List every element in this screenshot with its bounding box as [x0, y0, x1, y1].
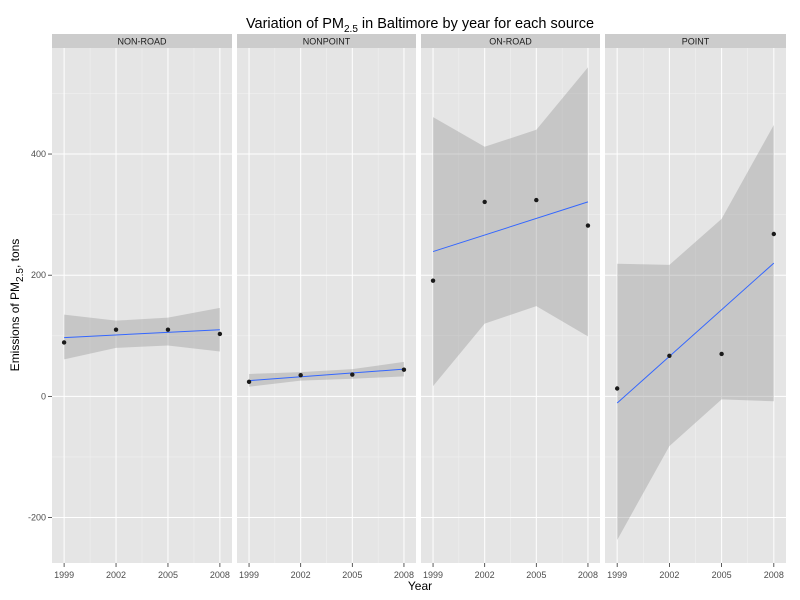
data-point — [430, 278, 436, 283]
data-point — [614, 386, 620, 391]
data-point — [401, 367, 407, 372]
data-point — [61, 340, 67, 345]
data-point — [165, 327, 171, 332]
x-tick-label: 2008 — [764, 570, 784, 580]
x-tick-label: 1999 — [239, 570, 259, 580]
data-point — [667, 353, 672, 358]
facet-strip-label: POINT — [682, 37, 710, 47]
facet-strip — [605, 34, 786, 48]
facet-panels: NON-ROAD 1999 2002 2005 2008 NONPOINT 1999 2002… — [52, 34, 786, 580]
x-tick-label: 2008 — [394, 570, 414, 580]
data-point — [534, 197, 539, 203]
x-tick-label: 2002 — [291, 570, 311, 580]
y-tick-label: 200 — [31, 270, 46, 280]
facet-strip — [421, 34, 600, 48]
x-tick-label: 2008 — [210, 570, 230, 580]
x-tick-label: 2005 — [526, 570, 546, 580]
fit-line — [249, 368, 404, 382]
data-point — [217, 331, 223, 337]
data-point — [113, 327, 119, 332]
x-tick-label: 2005 — [158, 570, 178, 580]
data-point — [350, 372, 355, 377]
y-tick-label: 400 — [31, 149, 46, 159]
data-point — [771, 231, 777, 237]
facet-strip-label: NON-ROAD — [118, 37, 167, 47]
data-point — [482, 199, 487, 205]
y-axis: -200 0 200 400 — [28, 149, 52, 523]
fit-line — [64, 329, 220, 339]
x-tick-label: 1999 — [423, 570, 443, 580]
data-point — [246, 379, 252, 385]
chart-title: Variation of PM2.5 in Baltimore by year … — [246, 16, 594, 35]
x-tick-label: 2002 — [659, 570, 679, 580]
facet-non-road: NON-ROAD 1999 2002 2005 2008 — [52, 34, 232, 580]
x-tick-label: 2005 — [712, 570, 732, 580]
facet-point: POINT 1999 2002 2005 2008 — [605, 34, 786, 580]
facet-nonpoint: NONPOINT 1999 2002 2005 2008 — [237, 34, 416, 580]
facet-strip — [237, 34, 416, 48]
x-axis-title: Year — [408, 579, 432, 593]
y-axis-title: Emissions of PM2.5, tons — [8, 239, 26, 372]
data-point — [298, 372, 303, 378]
y-tick-label: 0 — [41, 391, 46, 401]
data-point — [585, 223, 591, 228]
facet-strip-label: ON-ROAD — [489, 37, 532, 47]
data-point — [719, 351, 724, 357]
x-tick-label: 2008 — [578, 570, 598, 580]
facet-strip — [52, 34, 232, 48]
facet-strip-label: NONPOINT — [303, 37, 351, 47]
x-tick-label: 1999 — [54, 570, 74, 580]
x-tick-label: 2002 — [106, 570, 126, 580]
facet-on-road: ON-ROAD 1999 2002 2005 2008 — [421, 34, 600, 580]
confidence-band — [249, 361, 404, 387]
fit-line — [432, 201, 589, 253]
x-tick-label: 2005 — [342, 570, 362, 580]
x-tick-label: 2002 — [475, 570, 495, 580]
x-tick-label: 1999 — [607, 570, 627, 580]
y-tick-label: -200 — [28, 513, 46, 523]
fit-line — [616, 262, 775, 404]
